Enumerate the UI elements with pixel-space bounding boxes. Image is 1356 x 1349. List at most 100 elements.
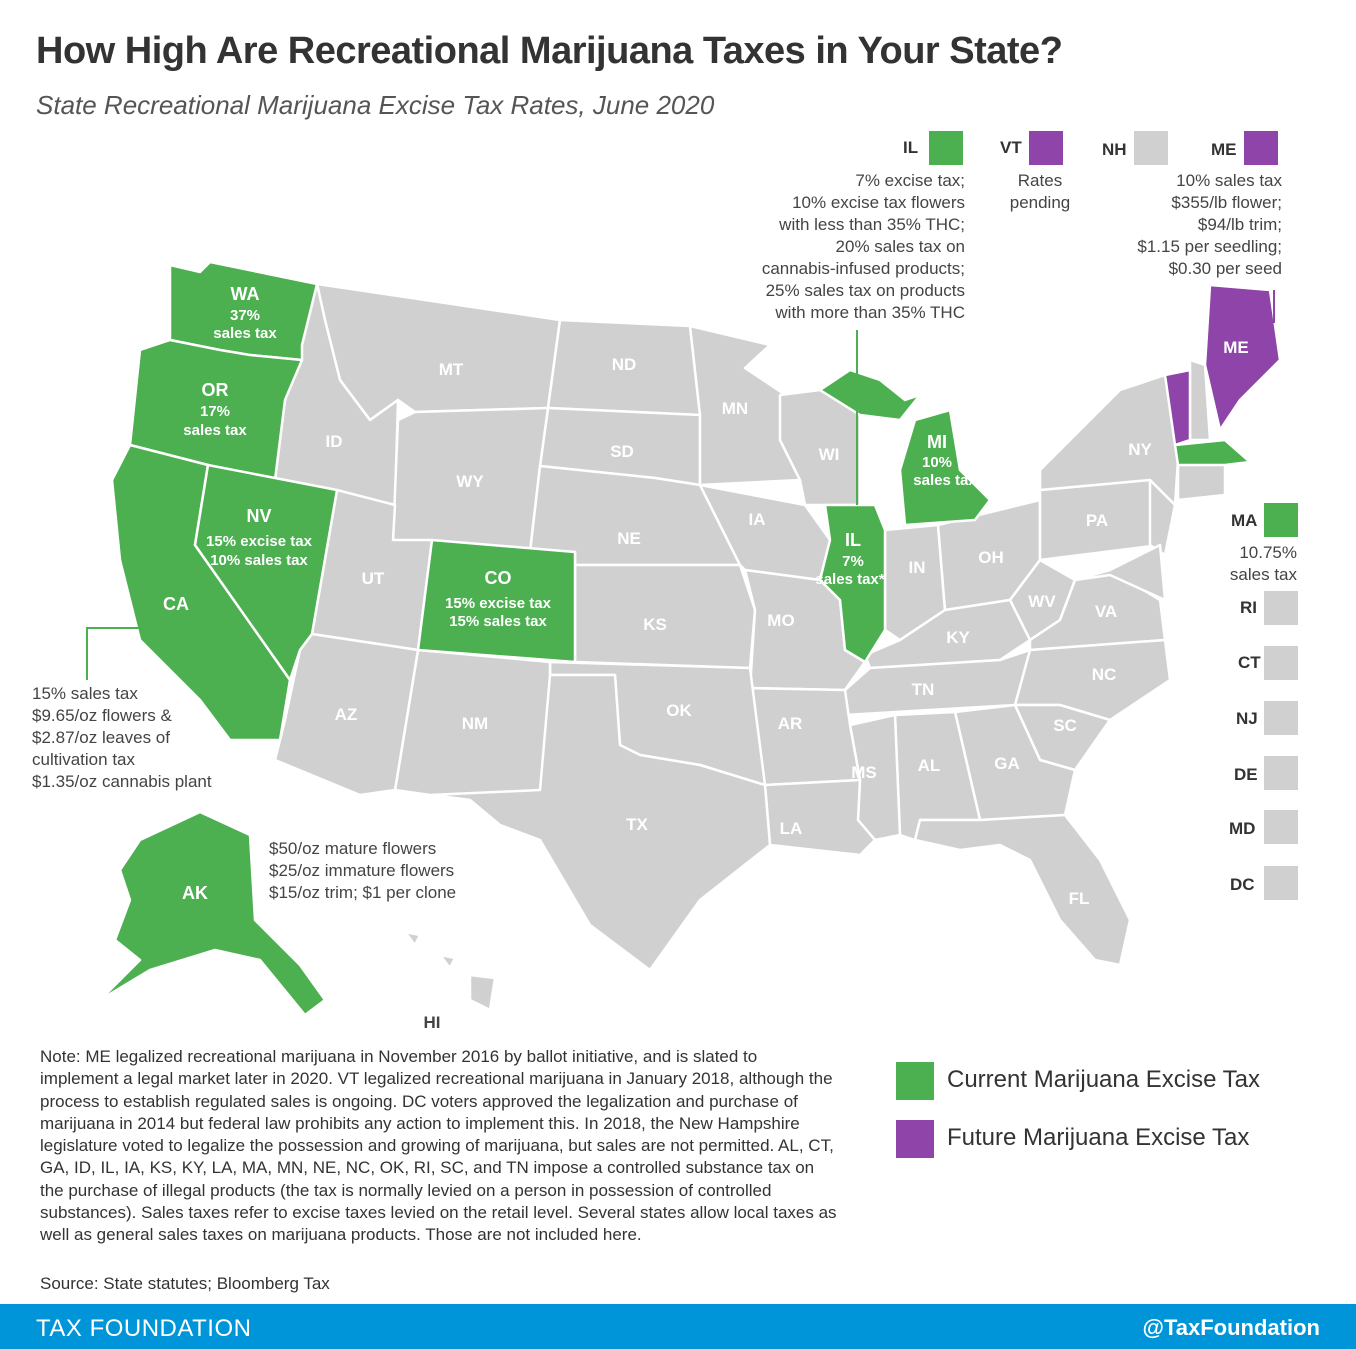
dc-box-label: DC: [1230, 875, 1255, 894]
state-label-ms: MS: [851, 763, 877, 782]
state-label-il: IL: [845, 530, 861, 550]
state-label-in: IN: [909, 558, 926, 577]
state-label-id: ID: [326, 432, 343, 451]
state-label-or: OR: [202, 380, 229, 400]
state-label-mn: MN: [722, 399, 748, 418]
state-tax-wa-line1: 37%: [230, 307, 260, 324]
state-label-la: LA: [780, 819, 803, 838]
legend-future-label: Future Marijuana Excise Tax: [947, 1124, 1250, 1151]
ma-box-label: MA: [1231, 511, 1258, 530]
state-label-ak: AK: [182, 883, 208, 903]
nh-box-label: NH: [1102, 140, 1127, 159]
state-tax-nv-line2: 10% sales tax: [210, 552, 308, 569]
nj-box-label: NJ: [1236, 709, 1258, 728]
state-label-ny: NY: [1128, 440, 1152, 459]
state-label-ca: CA: [163, 594, 189, 614]
nj-box-swatch: [1264, 701, 1298, 735]
source-line: Source: State statutes; Bloomberg Tax: [40, 1274, 330, 1293]
state-label-mt: MT: [439, 360, 464, 379]
state-shape-hi-1: [468, 973, 497, 1012]
page-title: How High Are Recreational Marijuana Taxe…: [36, 30, 1063, 72]
state-label-ga: GA: [994, 754, 1020, 773]
state-shape-la: [763, 778, 877, 857]
footer-brand: TAX FOUNDATION: [36, 1315, 252, 1342]
state-label-mo: MO: [767, 611, 794, 630]
state-label-nd: ND: [612, 355, 637, 374]
state-shape-hi-3: [403, 930, 422, 947]
state-shape-nv: [193, 463, 339, 682]
state-label-mi: MI: [927, 432, 947, 452]
ri-box-label: RI: [1240, 598, 1257, 617]
state-shape-mi-upper: [818, 368, 922, 422]
footer-bar: TAX FOUNDATION @TaxFoundation: [0, 1304, 1356, 1349]
legend-current-swatch: [896, 1062, 934, 1100]
state-shape-ma: [1173, 438, 1252, 467]
state-shape-nj: [1148, 478, 1177, 557]
state-shape-ak: [98, 810, 327, 1017]
me-leader-line: [1256, 290, 1275, 323]
state-label-me: ME: [1223, 338, 1249, 357]
state-tax-wa-line2: sales tax: [213, 325, 277, 342]
ca-leader-line: [86, 627, 143, 680]
state-label-fl: FL: [1069, 889, 1090, 908]
legend-current-label: Current Marijuana Excise Tax: [947, 1066, 1261, 1093]
state-shape-mi-lower: [898, 408, 992, 527]
ma-tax-note: 10.75% sales tax: [1229, 543, 1297, 584]
state-shape-co: [416, 538, 577, 664]
state-label-ks: KS: [643, 615, 667, 634]
state-label-ok: OK: [666, 701, 692, 720]
de-box-label: DE: [1234, 765, 1258, 784]
il-box-swatch: [929, 131, 963, 165]
state-label-sc: SC: [1053, 716, 1077, 735]
page-subtitle: State Recreational Marijuana Excise Tax …: [36, 90, 715, 120]
state-label-nv: NV: [246, 506, 271, 526]
state-shape-me: [1203, 283, 1282, 432]
state-shape-ct-ri: [1176, 460, 1227, 502]
legend-future-swatch: [896, 1120, 934, 1158]
state-label-tx: TX: [626, 815, 648, 834]
dc-box-swatch: [1264, 866, 1298, 900]
state-tax-co-line2: 15% sales tax: [449, 613, 547, 630]
de-box-swatch: [1264, 756, 1298, 790]
state-shape-vt: [1163, 368, 1192, 447]
il-box-label: IL: [903, 138, 919, 157]
state-label-sd: SD: [610, 442, 634, 461]
state-label-nm: NM: [462, 714, 488, 733]
state-label-ne: NE: [617, 529, 641, 548]
footnote: Note: ME legalized recreational marijuan…: [40, 1047, 837, 1245]
md-box-label: MD: [1229, 819, 1256, 838]
vt-box-label: VT: [1000, 138, 1022, 157]
state-label-oh: OH: [978, 548, 1004, 567]
ct-box-swatch: [1264, 646, 1298, 680]
state-label-al: AL: [918, 756, 941, 775]
me-tax-note: 10% sales tax $355/lb flower; $94/lb tri…: [1137, 171, 1282, 278]
state-label-wv: WV: [1028, 592, 1056, 611]
md-box-swatch: [1264, 810, 1298, 844]
il-tax-note: 7% excise tax; 10% excise tax flowers wi…: [761, 171, 965, 322]
ca-tax-note: 15% sales tax $9.65/oz flowers & $2.87/o…: [32, 684, 212, 791]
state-label-nc: NC: [1092, 665, 1117, 684]
state-tax-or-line2: sales tax: [183, 422, 247, 439]
state-tax-il-line1: 7%: [842, 553, 864, 570]
state-shape-az: [273, 632, 420, 797]
ma-box-swatch: [1264, 503, 1298, 537]
state-shape-hi-2: [438, 953, 457, 970]
state-label-ar: AR: [778, 714, 803, 733]
state-label-tn: TN: [912, 680, 935, 699]
state-label-ut: UT: [362, 569, 385, 588]
state-label-ky: KY: [946, 628, 970, 647]
state-label-wa: WA: [231, 284, 260, 304]
nh-box-swatch: [1134, 131, 1168, 165]
vt-box-swatch: [1029, 131, 1063, 165]
state-tax-il-line2: sales tax*: [815, 571, 884, 588]
footer-twitter-handle[interactable]: @TaxFoundation: [1142, 1315, 1320, 1340]
me-box-swatch: [1244, 131, 1278, 165]
state-label-hi: HI: [424, 1013, 441, 1032]
state-label-ia: IA: [749, 510, 766, 529]
state-shape-fl: [913, 813, 1132, 967]
state-tax-co-line1: 15% excise tax: [445, 595, 552, 612]
state-label-co: CO: [485, 568, 512, 588]
state-tax-mi-line1: 10%: [922, 454, 952, 471]
state-tax-nv-line1: 15% excise tax: [206, 533, 313, 550]
